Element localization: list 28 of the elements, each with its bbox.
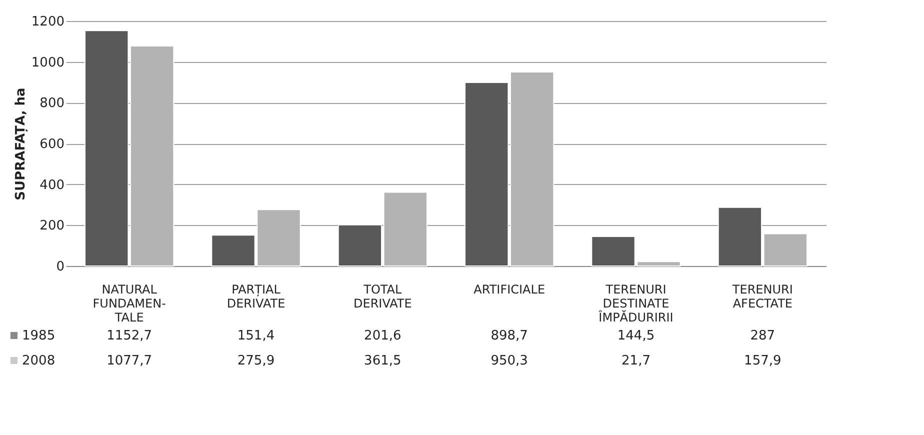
x-tick-label: PARȚIAL DERIVATE: [226, 282, 286, 310]
y-tick-label: 400: [40, 178, 64, 193]
data-label: 1077,7: [106, 354, 152, 368]
x-tick-label: NATURAL FUNDAMEN-TALE: [92, 282, 166, 324]
y-tick-label: 1000: [31, 55, 64, 70]
data-label: 1152,7: [106, 328, 152, 344]
y-axis-title: SUPRAFAȚA, ha: [13, 88, 28, 200]
data-label: 157,9: [744, 354, 782, 368]
y-tick-label: 1200: [31, 14, 64, 30]
data-label: 151,4: [237, 328, 275, 344]
x-tick-label: TOTAL DERIVATE: [353, 282, 412, 310]
data-label: 201,6: [364, 328, 402, 344]
data-label: 275,9: [237, 354, 275, 368]
data-label: 144,5: [617, 328, 655, 344]
y-tick-label: 0: [56, 260, 64, 274]
y-tick-label: 200: [40, 218, 64, 234]
legend-label: 2008: [22, 354, 56, 368]
data-label: 950,3: [490, 354, 528, 368]
data-label: 898,7: [490, 328, 528, 344]
x-tick-label: TERENURI AFECTATE: [731, 282, 793, 310]
data-label: 361,5: [364, 354, 402, 368]
y-tick-label: 600: [40, 137, 64, 152]
data-label: 21,7: [622, 354, 650, 368]
x-tick-label: TERENURI DESTINATE ÎMPĂDURIRII: [598, 282, 674, 324]
y-tick-label: 800: [40, 96, 64, 112]
legend-label: 1985: [22, 328, 56, 344]
x-tick-label: ARTIFICIALE: [474, 282, 546, 296]
data-label: 287: [750, 328, 776, 344]
